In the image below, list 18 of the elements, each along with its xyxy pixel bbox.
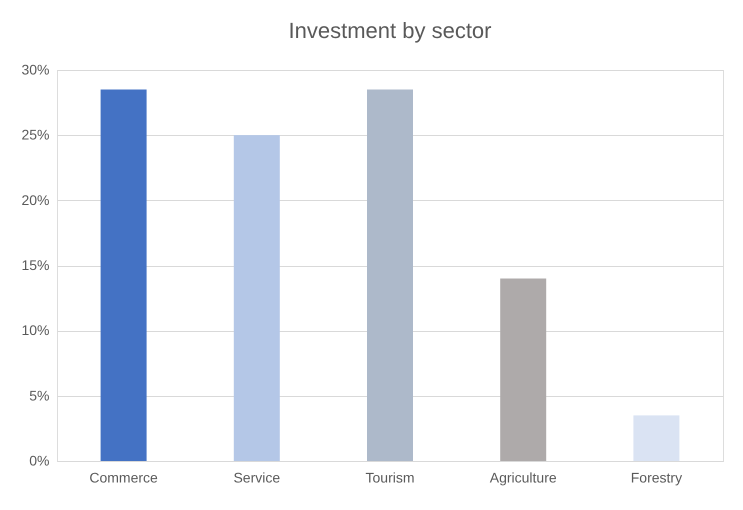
y-tick-label: 5% (29, 387, 50, 404)
bar (367, 90, 413, 461)
bar (100, 90, 147, 461)
x-tick-label: Agriculture (490, 470, 557, 486)
x-tick-label: Forestry (630, 470, 682, 486)
y-tick-label: 20% (21, 192, 50, 208)
y-tick-label: 15% (21, 257, 50, 273)
y-tick-label: 0% (29, 452, 50, 468)
bar (633, 415, 680, 461)
y-tick-label: 30% (21, 62, 50, 78)
x-tick-label: Tourism (365, 470, 415, 486)
bar (234, 135, 280, 461)
bar (500, 278, 546, 461)
y-tick-label: 10% (21, 322, 50, 338)
y-tick-label: 25% (21, 126, 50, 143)
x-tick-label: Commerce (89, 470, 158, 486)
x-tick-label: Service (233, 470, 280, 486)
chart-title: Investment by sector (288, 18, 492, 43)
